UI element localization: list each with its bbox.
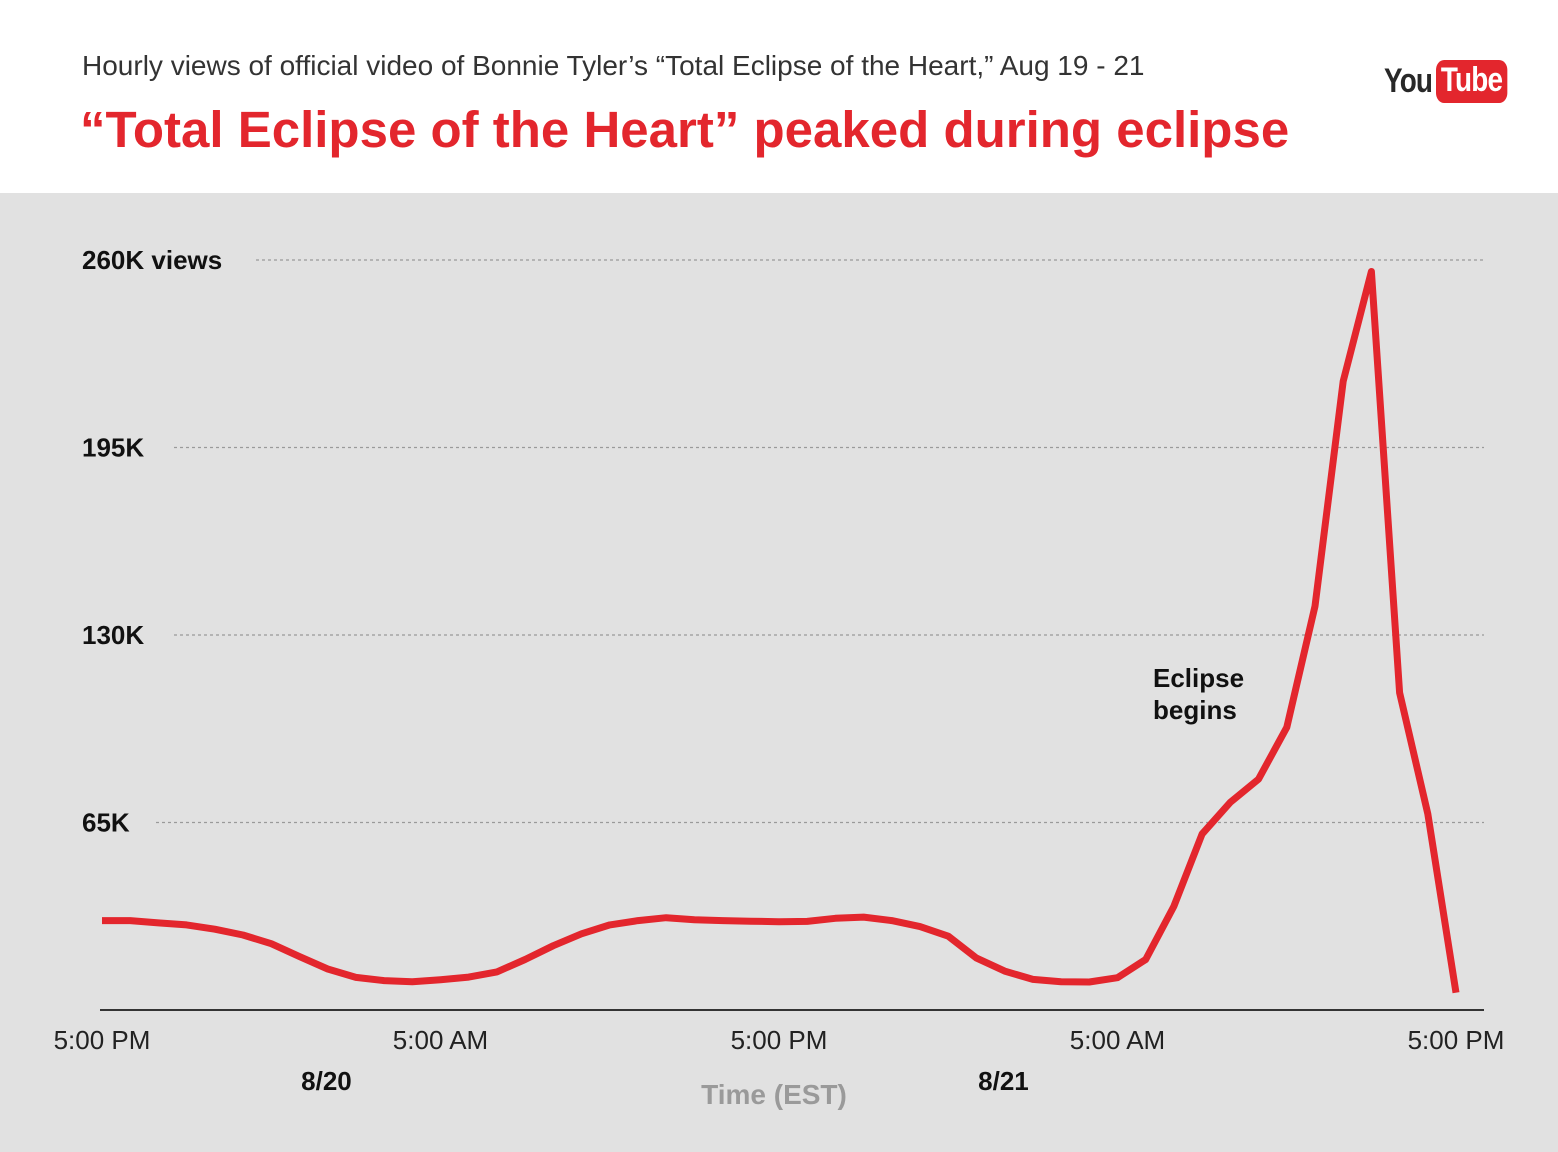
y-tick-label: 65K [82, 808, 130, 838]
date-label: 8/20 [301, 1066, 352, 1096]
annotation-label: Eclipse [1153, 663, 1244, 693]
chart-header: Hourly views of official video of Bonnie… [0, 0, 1558, 193]
chart-subtitle: Hourly views of official video of Bonnie… [82, 50, 1145, 81]
x-tick-label: 5:00 PM [1408, 1025, 1505, 1055]
youtube-logo-you: You [1384, 61, 1433, 100]
series-line [102, 268, 1460, 994]
x-tick-label: 5:00 AM [393, 1025, 488, 1055]
chart-title: “Total Eclipse of the Heart” peaked duri… [80, 101, 1290, 158]
date-label: 8/21 [978, 1066, 1029, 1096]
annotation-label: begins [1153, 695, 1237, 725]
x-tick-label: 5:00 PM [731, 1025, 828, 1055]
x-tick-label: 5:00 PM [54, 1025, 151, 1055]
x-tick-label: 5:00 AM [1070, 1025, 1165, 1055]
y-tick-label: 195K [82, 433, 144, 463]
y-tick-label: 260K views [82, 245, 222, 275]
youtube-logo-tube: Tube [1436, 59, 1508, 103]
y-tick-label: 130K [82, 620, 144, 650]
youtube-logo: You Tube [1384, 58, 1523, 104]
x-axis-title: Time (EST) [701, 1079, 847, 1110]
